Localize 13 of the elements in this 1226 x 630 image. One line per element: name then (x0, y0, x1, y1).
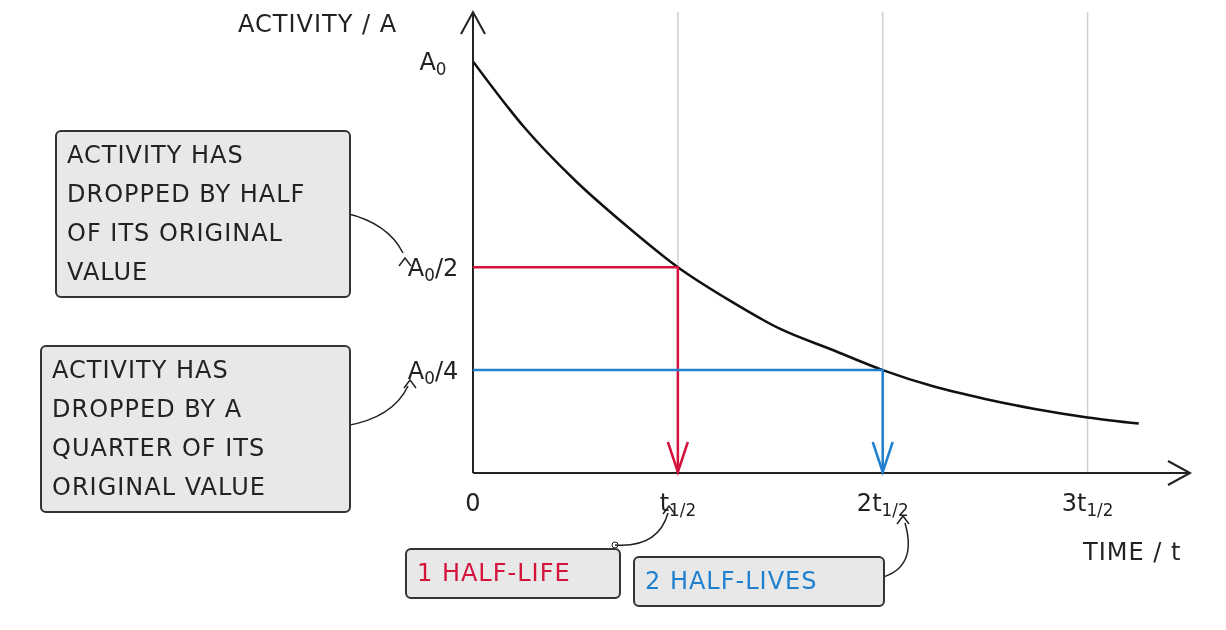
text: 1 HALF-LIFE (405, 548, 621, 599)
y-axis-title: ACTIVITY / A (238, 10, 398, 38)
x-tick-label: 2t$_{1/2}$ (856, 489, 909, 521)
x-axis-title: TIME / t (1083, 538, 1182, 566)
text: A$_{0}$ (419, 48, 447, 80)
x-tick-label: t$_{1/2}$ (659, 489, 697, 521)
text: 2 HALF-LIVES (633, 556, 885, 607)
text: ACTIVITY HAS DROPPED BY HALF OF ITS ORIGINAL VALUE (55, 130, 351, 298)
x-tick-label: 3t$_{1/2}$ (1061, 489, 1114, 521)
text: ACTIVITY HAS DROPPED BY A QUARTER OF ITS ORIGINAL VALUE (40, 345, 351, 513)
text: A$_{0}$/4 (407, 357, 459, 389)
x-tick-label: 0 (465, 489, 481, 517)
text: A$_{0}$/2 (407, 254, 459, 286)
